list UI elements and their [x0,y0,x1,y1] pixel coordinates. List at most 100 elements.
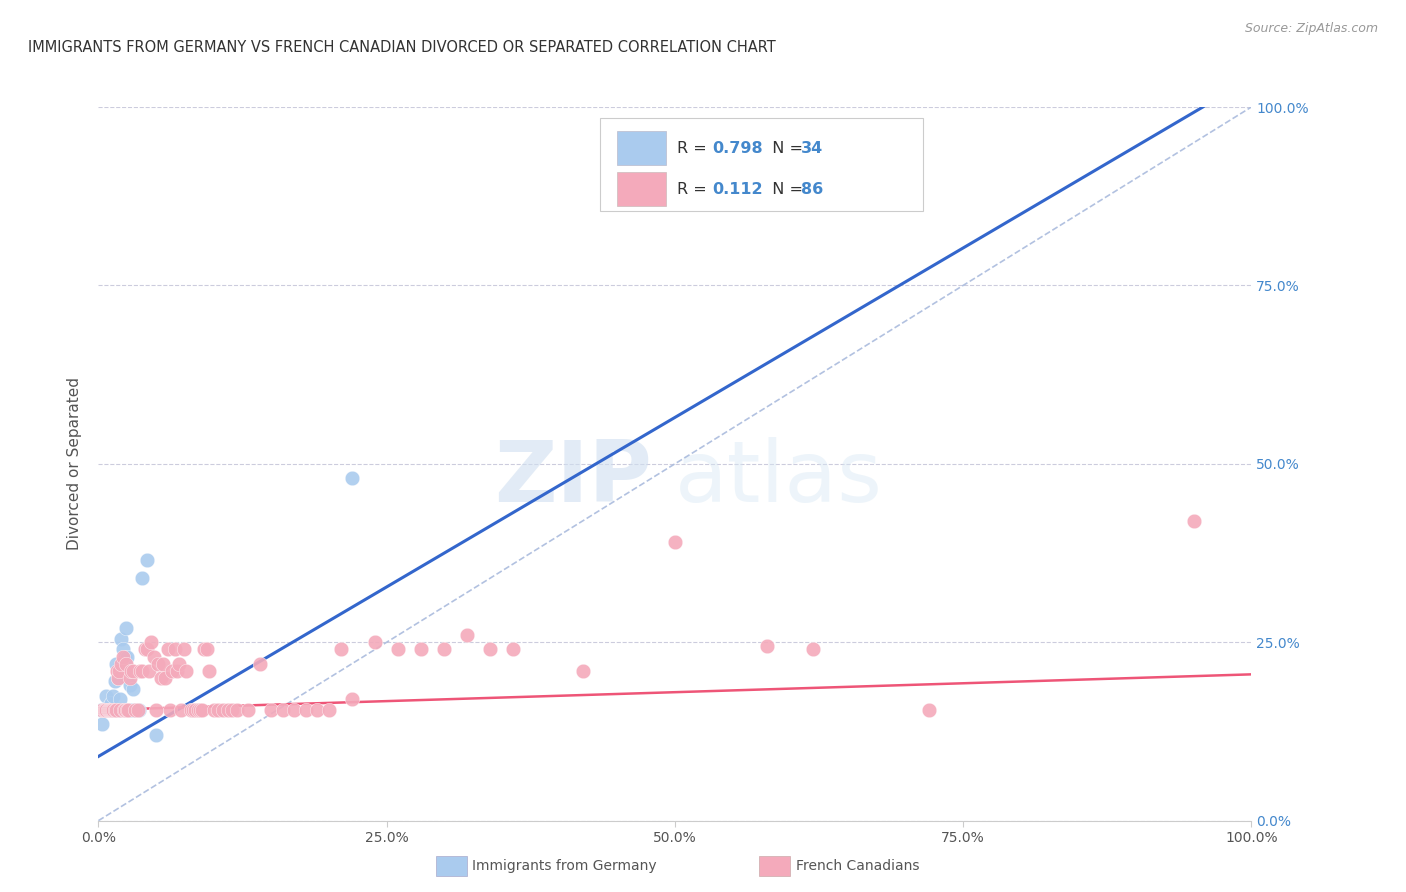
Point [801,642,824,657]
Point [159,703,181,717]
Point [97,703,120,717]
Point [128,703,150,717]
Point [149,671,172,685]
Point [456,628,478,642]
Point [108,664,131,678]
Point [207,703,229,717]
Point [156,642,179,657]
Point [756,639,779,653]
Point [101,703,124,717]
Point [131,664,153,678]
Point [249,657,271,671]
Point [110,703,132,717]
Point [271,703,294,717]
Point [502,642,524,657]
Point [152,657,174,671]
Point [364,635,387,649]
Point [124,703,146,717]
Point [117,703,139,717]
Text: Immigrants from Germany: Immigrants from Germany [472,859,657,873]
Point [90,703,112,717]
Point [115,621,138,635]
Point [135,642,157,657]
Point [387,642,409,657]
Text: ZIP: ZIP [494,436,652,520]
Point [96,689,118,703]
Point [221,703,243,717]
Point [135,553,157,567]
Text: 0.112: 0.112 [713,182,763,196]
Point [114,649,136,664]
Text: N =: N = [762,141,808,155]
Point [103,674,125,689]
Point [329,642,352,657]
Point [117,703,139,717]
Point [120,664,142,678]
Point [134,642,156,657]
Point [145,728,167,742]
Point [110,657,132,671]
Point [115,657,138,671]
Point [318,703,340,717]
Point [184,703,207,717]
Text: atlas: atlas [675,436,883,520]
Point [111,649,134,664]
Text: Source: ZipAtlas.com: Source: ZipAtlas.com [1244,22,1378,36]
Point [188,703,211,717]
Point [174,664,197,678]
Point [170,703,193,717]
Point [295,703,318,717]
Point [94,703,117,717]
Point [97,703,120,717]
Point [93,703,115,717]
Point [127,703,149,717]
Point [479,642,502,657]
Point [166,664,188,678]
Point [664,535,686,549]
Point [94,703,117,717]
Text: 86: 86 [801,182,824,196]
Point [124,703,146,717]
Point [238,703,260,717]
Point [307,703,329,717]
Point [111,642,134,657]
Point [198,664,221,678]
Point [107,671,129,685]
Text: French Canadians: French Canadians [796,859,920,873]
Point [110,692,132,706]
Point [103,689,125,703]
Text: R =: R = [678,182,717,196]
Text: N =: N = [762,182,808,196]
Text: R =: R = [678,141,713,155]
Point [163,642,186,657]
Point [103,703,125,717]
Point [340,692,363,706]
Y-axis label: Divorced or Separated: Divorced or Separated [67,377,83,550]
Point [155,671,177,685]
Point [411,642,433,657]
Point [180,703,202,717]
Point [571,664,593,678]
Point [117,703,139,717]
Point [173,642,195,657]
Point [104,703,127,717]
Point [138,664,160,678]
Point [117,649,139,664]
Point [917,703,939,717]
Point [129,664,152,678]
Point [131,571,153,585]
Point [283,703,305,717]
Point [195,642,218,657]
Point [96,703,118,717]
Point [105,703,128,717]
Point [433,642,456,657]
Point [1182,514,1205,528]
Point [104,657,127,671]
Point [103,703,125,717]
Point [212,703,235,717]
Point [217,703,239,717]
Point [148,657,170,671]
Text: IMMIGRANTS FROM GERMANY VS FRENCH CANADIAN DIVORCED OR SEPARATED CORRELATION CHA: IMMIGRANTS FROM GERMANY VS FRENCH CANADI… [28,40,776,55]
Point [894,139,917,153]
Point [110,632,132,646]
